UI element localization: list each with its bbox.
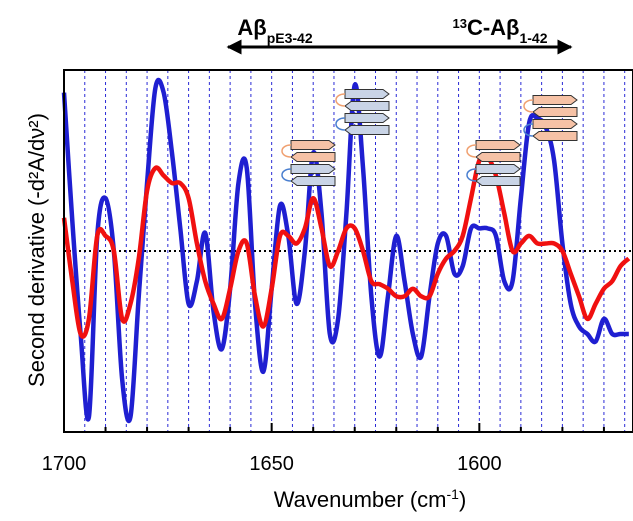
region-label-13c-ab: 13C-Aβ1-42 <box>452 15 547 46</box>
sheet-icons-layer <box>281 89 578 186</box>
beta-sheet-icon-4 <box>523 95 578 141</box>
x-tick-label: 1600 <box>457 453 502 475</box>
series-layer <box>61 77 631 424</box>
x-ticks-layer: 1700 1650 1600 <box>42 423 605 475</box>
region-labels: AβpE3-42 13C-Aβ1-42 <box>226 15 573 55</box>
x-axis-title: Wavenumber (cm-1) <box>274 486 467 512</box>
x-tick-label: 1650 <box>249 453 294 475</box>
x-tick-label: 1700 <box>42 453 87 475</box>
beta-sheet-icon-3 <box>466 140 521 186</box>
beta-sheet-icon-1 <box>281 140 336 186</box>
region-label-abpe3: AβpE3-42 <box>237 15 312 46</box>
y-axis-title: Second derivative (-d²A/dν²) <box>24 113 49 387</box>
series-line-1 <box>61 153 631 339</box>
plot-frame <box>63 69 633 433</box>
beta-sheet-icon-2 <box>335 89 390 135</box>
